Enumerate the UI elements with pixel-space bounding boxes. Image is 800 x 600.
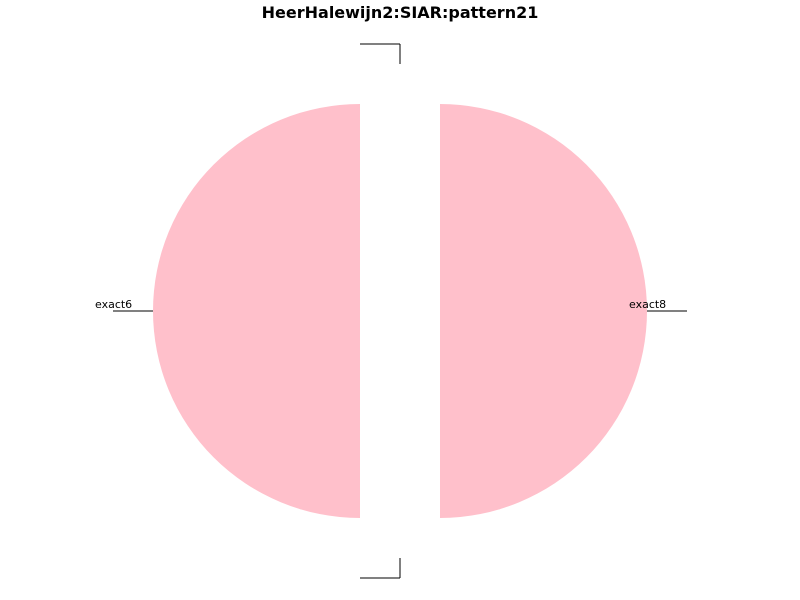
pie-slice-exact8 xyxy=(440,104,647,518)
chart-title: HeerHalewijn2:SIAR:pattern21 xyxy=(261,3,539,22)
slice-label-exact8: exact8 xyxy=(629,298,666,311)
pie-slice-exact6 xyxy=(153,104,360,518)
slice-label-exact6: exact6 xyxy=(95,298,132,311)
